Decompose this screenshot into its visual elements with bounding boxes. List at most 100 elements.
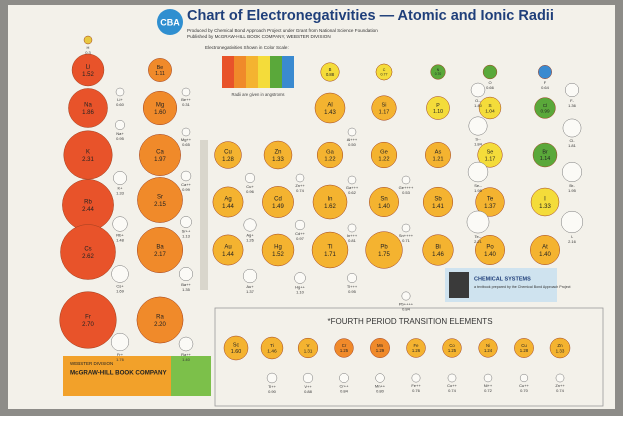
ion-radius: 2.21	[474, 239, 483, 244]
ion-radius: 0.71	[402, 238, 411, 243]
ion-circle	[111, 333, 129, 351]
atom-radius: 1.60	[231, 349, 242, 355]
atom-radius: 1.86	[82, 110, 94, 116]
atom-radius: 1.44	[222, 252, 234, 258]
ion-radius: 0.76	[412, 388, 421, 393]
atom-symbol: Li	[86, 65, 91, 71]
atom-radius: 1.40	[378, 204, 390, 210]
atom-circle	[538, 65, 551, 78]
ion-circle	[348, 176, 356, 184]
atom-radius: 1.24	[484, 348, 493, 353]
atom-radius: 1.71	[324, 252, 336, 258]
ion-circle	[563, 119, 581, 137]
atom-symbol: Rb	[84, 200, 92, 206]
ion-radius: 1.84	[474, 141, 483, 146]
ion-radius: 0.50	[348, 142, 357, 147]
atom-radius: 1.60	[154, 110, 166, 116]
atom-symbol: At	[542, 245, 548, 251]
atom-radius: 1.41	[432, 204, 444, 210]
atom-circle	[483, 65, 497, 79]
ion-circle	[376, 374, 385, 383]
ion-radius: 0.53	[402, 190, 411, 195]
atom-radius: 1.25	[448, 348, 457, 353]
atom-radius: 1.75	[378, 252, 390, 258]
ion-radius: 0.62	[348, 190, 357, 195]
ion-circle	[412, 374, 420, 382]
poster-photo: CBA Chart of Electronegativities — Atomi…	[0, 0, 623, 416]
atom-radius: 1.44	[222, 204, 234, 210]
atom-symbol: Sr	[157, 195, 163, 201]
subtitle-line: Published by McGRAW-HILL BOOK COMPANY, W…	[187, 34, 331, 39]
ion-circle	[243, 269, 257, 283]
atom-symbol: Mg	[156, 103, 164, 109]
ion-circle	[402, 176, 410, 184]
atom-radius: 2.31	[82, 157, 94, 163]
atom-radius: 1.17	[485, 156, 496, 162]
atom-radius: 1.37	[484, 204, 496, 210]
ion-circle	[402, 224, 410, 232]
atom-symbol: Ca	[156, 150, 164, 156]
atom-radius: 1.11	[155, 71, 165, 77]
atom-radius: 1.28	[222, 157, 234, 163]
atom-radius: 1.10	[433, 109, 443, 115]
atom-radius: 1.46	[267, 349, 277, 355]
ion-circle	[484, 374, 492, 382]
ion-radius: 1.10	[296, 290, 305, 295]
ion-radius: 1.48	[116, 237, 125, 242]
ion-circle	[267, 373, 277, 383]
radii-note: Radii are given in angstroms	[231, 92, 284, 97]
atom-radius: 1.49	[272, 204, 284, 210]
atom-symbol: Sc	[233, 343, 240, 349]
atom-symbol: K	[86, 150, 90, 156]
ion-radius: 1.13	[182, 234, 191, 239]
ion-radius: 0.84	[340, 389, 349, 394]
ion-radius: 0.81	[348, 238, 357, 243]
ion-circle	[565, 83, 579, 97]
title: Chart of Electronegativities — Atomic an…	[187, 8, 554, 24]
ion-circle	[468, 162, 488, 182]
ion-radius: 0.95	[116, 136, 125, 141]
logo: CBA	[160, 17, 180, 27]
ion-radius: 1.40	[474, 103, 483, 108]
atom-symbol: Ag	[224, 197, 231, 203]
ion-radius: 0.74	[296, 188, 305, 193]
atom-radius: 1.33	[556, 348, 565, 353]
ion-radius: 1.98	[474, 188, 483, 193]
ion-radius: 0.80	[376, 388, 385, 393]
ion-radius: 1.35	[182, 287, 191, 292]
publisher-division: WEBSTER DIVISION	[70, 361, 113, 366]
atom-radius: 1.28	[520, 348, 529, 353]
ion-circle	[116, 88, 124, 96]
ion-circle	[113, 171, 126, 184]
atom-radius: 1.52	[82, 72, 94, 78]
atom-radius: 0.64	[541, 85, 550, 90]
ion-radius: 0.99	[182, 187, 191, 192]
ion-radius: 0.70	[520, 388, 529, 393]
ion-circle	[348, 224, 356, 232]
atom-circle	[84, 36, 92, 44]
atom-radius: 1.31	[304, 348, 313, 353]
ion-radius: 0.90	[268, 389, 277, 394]
ion-radius: 1.33	[116, 191, 125, 196]
ion-circle	[303, 373, 313, 383]
ion-radius: 0.60	[116, 102, 125, 107]
atom-symbol: Cd	[274, 197, 282, 203]
ion-radius: 0.88	[304, 389, 313, 394]
ion-circle	[467, 211, 489, 233]
ion-radius: 1.76	[116, 357, 125, 362]
ion-circle	[562, 162, 582, 182]
ion-radius: 0.31	[182, 102, 191, 107]
atom-symbol: Fr	[85, 315, 91, 321]
ion-circle	[179, 337, 193, 351]
subtitle-line: Produced by Chemical Bond Approach Proje…	[187, 28, 378, 33]
atom-radius: 0.88	[326, 72, 335, 77]
ion-radius: 0.97	[296, 236, 305, 241]
ion-radius: 1.81	[568, 143, 577, 148]
ion-circle	[448, 374, 456, 382]
ion-radius: 0.74	[556, 388, 565, 393]
atom-symbol: Se	[487, 150, 494, 156]
atom-symbol: Te	[487, 197, 494, 203]
ion-radius: 0.95	[348, 289, 357, 294]
atom-radius: 1.14	[540, 156, 550, 162]
ion-radius: 2.16	[568, 239, 577, 244]
